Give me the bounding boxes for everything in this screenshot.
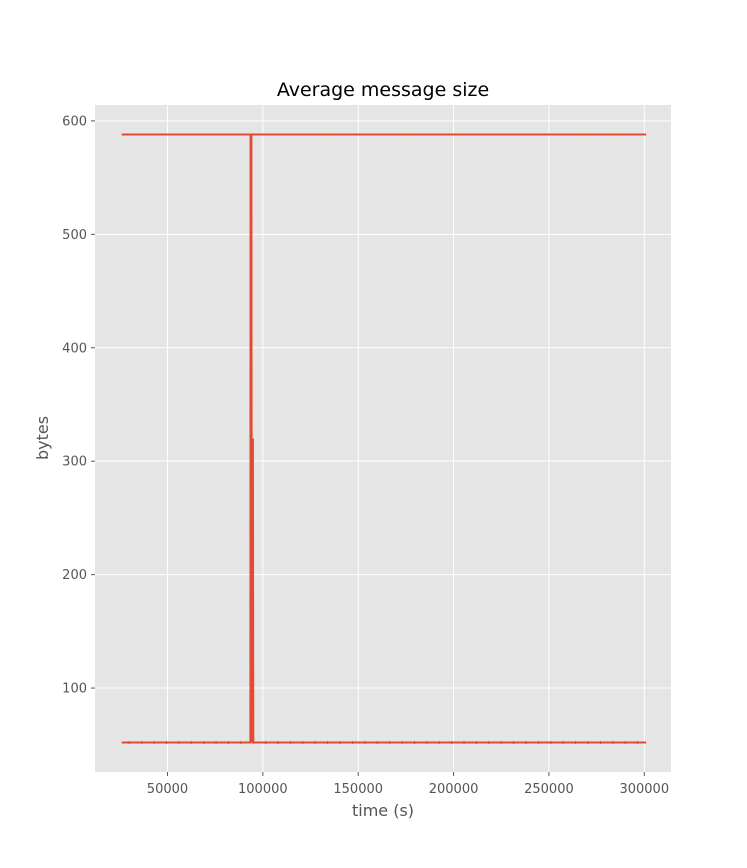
series-line-0 — [121, 133, 647, 744]
y-tick-label: 500 — [62, 228, 87, 243]
plot-background — [95, 105, 671, 772]
x-tick-label: 250000 — [524, 782, 574, 797]
y-tick-label: 100 — [62, 682, 87, 697]
tick-layer: 50000 100000 150000 200000 250000 300000 100 20… — [62, 114, 669, 797]
y-axis-label: bytes — [33, 416, 52, 460]
grid-layer — [95, 105, 671, 772]
x-tick-label: 150000 — [333, 782, 383, 797]
y-tick-label: 200 — [62, 568, 87, 583]
x-tick-label: 200000 — [429, 782, 479, 797]
chart-title: Average message size — [277, 79, 489, 101]
x-tick-label: 300000 — [619, 782, 669, 797]
x-tick-label: 50000 — [147, 782, 188, 797]
x-tick-label: 100000 — [238, 782, 288, 797]
y-tick-label: 400 — [62, 341, 87, 356]
y-tick-label: 600 — [62, 114, 87, 129]
x-axis-label: time (s) — [352, 801, 414, 820]
y-tick-label: 300 — [62, 455, 87, 470]
series-layer — [121, 133, 647, 745]
